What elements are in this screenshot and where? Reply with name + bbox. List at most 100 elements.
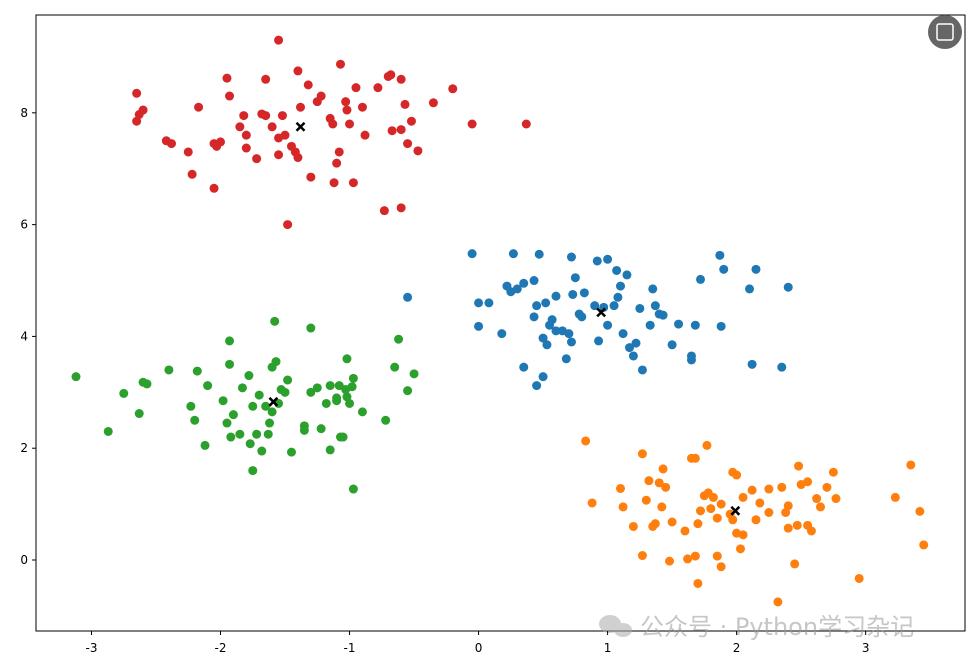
- point: [609, 301, 619, 311]
- point: [618, 329, 628, 339]
- point: [351, 83, 361, 93]
- point: [542, 340, 552, 350]
- point: [293, 153, 303, 163]
- point: [648, 284, 658, 294]
- point: [529, 276, 539, 286]
- point: [225, 91, 235, 101]
- x-tick-label: -1: [344, 641, 356, 655]
- point: [890, 492, 900, 502]
- point: [261, 401, 271, 411]
- point: [568, 289, 578, 299]
- point: [551, 291, 561, 301]
- x-tick-label: -2: [215, 641, 227, 655]
- point: [532, 381, 542, 391]
- translate-glyph: [936, 23, 954, 41]
- point: [132, 116, 142, 126]
- point: [321, 398, 331, 408]
- point: [103, 426, 113, 436]
- point: [448, 84, 458, 94]
- point: [381, 415, 391, 425]
- point: [657, 502, 667, 512]
- point: [625, 343, 635, 353]
- point: [403, 386, 413, 396]
- point: [306, 172, 316, 182]
- y-tick-label: 6: [20, 218, 28, 232]
- point: [706, 504, 716, 514]
- point: [386, 70, 396, 80]
- translate-button[interactable]: [928, 15, 962, 49]
- point: [755, 498, 765, 508]
- point: [360, 130, 370, 140]
- translate-icon[interactable]: [928, 15, 962, 49]
- point: [645, 320, 655, 330]
- point: [674, 319, 684, 329]
- point: [541, 298, 551, 308]
- point: [828, 467, 838, 477]
- point: [280, 387, 290, 397]
- point: [680, 526, 690, 536]
- centroid: [295, 121, 306, 132]
- point: [235, 122, 245, 132]
- point: [777, 362, 787, 372]
- point: [822, 482, 832, 492]
- point: [581, 436, 591, 446]
- point: [348, 178, 358, 188]
- point: [587, 498, 597, 508]
- point: [635, 303, 645, 313]
- point: [316, 91, 326, 101]
- point: [712, 513, 722, 523]
- point: [467, 119, 477, 129]
- point: [534, 249, 544, 259]
- point: [590, 301, 600, 311]
- wechat-icon: [614, 623, 632, 637]
- point: [194, 102, 204, 112]
- point: [192, 366, 202, 376]
- point: [654, 478, 664, 488]
- point: [667, 517, 677, 527]
- point: [603, 254, 613, 264]
- point: [248, 401, 258, 411]
- point: [519, 278, 529, 288]
- point: [396, 203, 406, 213]
- point: [222, 73, 232, 83]
- point: [532, 301, 542, 311]
- point: [519, 362, 529, 372]
- point: [631, 338, 641, 348]
- point: [241, 143, 251, 153]
- point: [265, 418, 275, 428]
- point: [325, 445, 335, 455]
- point: [650, 519, 660, 529]
- point: [594, 336, 604, 346]
- point: [538, 333, 548, 343]
- point: [690, 551, 700, 561]
- point: [538, 372, 548, 382]
- point: [134, 409, 144, 419]
- point: [790, 559, 800, 569]
- point: [474, 321, 484, 331]
- point: [428, 98, 438, 108]
- y-tick-label: 2: [20, 441, 28, 455]
- centroid: [596, 307, 607, 318]
- point: [751, 515, 761, 525]
- point: [183, 147, 193, 157]
- point: [658, 464, 668, 474]
- point: [603, 320, 613, 330]
- watermark: 公众号 · Python学习杂记: [640, 613, 914, 641]
- point: [783, 523, 793, 533]
- point: [357, 102, 367, 112]
- point: [690, 453, 700, 463]
- point: [261, 111, 271, 121]
- point: [613, 292, 623, 302]
- point: [628, 351, 638, 361]
- point: [142, 379, 152, 389]
- point: [387, 126, 397, 136]
- point: [345, 119, 355, 129]
- point: [209, 183, 219, 193]
- point: [296, 102, 306, 112]
- point: [906, 460, 916, 470]
- point: [341, 97, 351, 107]
- point: [803, 477, 813, 487]
